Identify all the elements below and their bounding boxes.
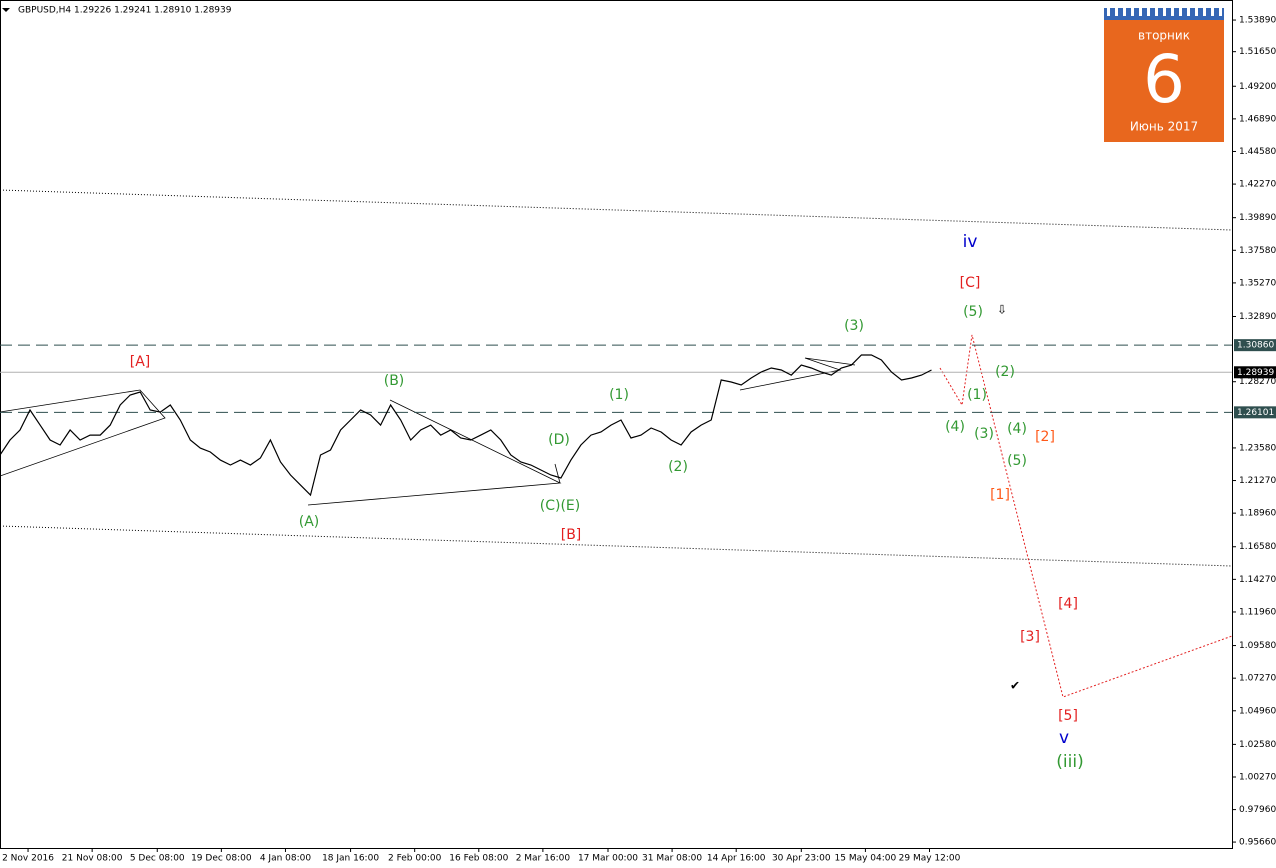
calendar-ring — [1195, 6, 1198, 16]
y-tick-label: 1.18960 — [1239, 509, 1276, 519]
wave-label: (1) — [967, 387, 987, 403]
price-level-label: 1.28939 — [1237, 368, 1274, 378]
wave-label: (4) — [945, 419, 965, 435]
wave-label: (A) — [299, 514, 320, 530]
calendar-weekday: вторник — [1138, 29, 1190, 43]
wave-label: [3] — [1020, 629, 1040, 645]
x-tick-label: 2 Nov 2016 — [2, 854, 54, 864]
price-line — [0, 354, 932, 497]
y-tick-label: 1.21270 — [1239, 476, 1276, 486]
y-tick-label: 0.95660 — [1239, 838, 1276, 848]
calendar-ring — [1179, 6, 1182, 16]
y-tick-label: 1.09580 — [1239, 641, 1276, 651]
calendar-ring — [1115, 6, 1118, 16]
y-tick-label: 1.44580 — [1239, 147, 1276, 157]
y-tick-label: 1.07270 — [1239, 674, 1276, 684]
y-tick-label: 1.35270 — [1239, 278, 1276, 288]
y-tick-label: 1.46890 — [1239, 114, 1276, 124]
calendar-ring — [1203, 6, 1206, 16]
y-tick-label: 1.53890 — [1239, 16, 1276, 26]
calendar-ring — [1163, 6, 1166, 16]
wave-label: [2] — [1035, 429, 1055, 445]
price-level-label: 1.26101 — [1237, 408, 1274, 418]
calendar-ring — [1211, 6, 1214, 16]
wave-label: (1) — [609, 387, 629, 403]
calendar-day: 6 — [1143, 41, 1185, 118]
x-tick-label: 2 Feb 00:00 — [388, 854, 442, 864]
wave-label: (iii) — [1056, 752, 1083, 772]
wave-label: (2) — [995, 364, 1015, 380]
y-tick-label: 1.04960 — [1239, 706, 1276, 716]
y-tick-label: 1.00270 — [1239, 772, 1276, 782]
price-level-box — [1234, 406, 1276, 419]
projection — [939, 334, 1233, 698]
y-tick-label: 1.51650 — [1239, 47, 1276, 57]
wave-label: v — [1059, 728, 1069, 748]
x-tick-label: 16 Feb 08:00 — [449, 854, 508, 864]
wave-label: (3) — [844, 318, 864, 334]
y-tick-label: 0.97960 — [1239, 805, 1276, 815]
wave-label: (D) — [548, 432, 570, 448]
calendar-ring — [1219, 6, 1222, 16]
wave-label: iv — [963, 232, 978, 252]
wave-label: (5) — [963, 304, 983, 320]
wave-label: (3) — [974, 426, 994, 442]
wave-label: (C)(E) — [540, 498, 580, 514]
price-level-box — [1234, 339, 1276, 352]
x-tick-label: 30 Apr 23:00 — [772, 854, 831, 864]
calendar-ring — [1139, 6, 1142, 16]
wave-label: (B) — [384, 373, 405, 389]
x-tick-label: 21 Nov 08:00 — [62, 854, 123, 864]
x-tick-label: 29 May 12:00 — [899, 854, 961, 864]
x-tick-label: 4 Jan 08:00 — [260, 854, 312, 864]
calendar-ring — [1155, 6, 1158, 16]
x-tick-label: 15 May 04:00 — [835, 854, 897, 864]
wave-label: (5) — [1007, 453, 1027, 469]
wave-label: [A] — [130, 354, 151, 370]
calendar-ring — [1147, 6, 1150, 16]
wave-label: [4] — [1058, 596, 1078, 612]
y-tick-label: 1.23580 — [1239, 443, 1276, 453]
price-level-label: 1.30860 — [1237, 341, 1274, 351]
y-tick-label: 1.32890 — [1239, 312, 1276, 322]
y-tick-label: 1.37580 — [1239, 246, 1276, 256]
trend-lines — [0, 357, 856, 506]
plot-frame — [0, 0, 1233, 849]
y-tick-label: 1.28270 — [1239, 377, 1276, 387]
y-tick-label: 1.02580 — [1239, 740, 1276, 750]
y-tick-label: 1.11960 — [1239, 607, 1276, 617]
x-tick-label: 5 Dec 08:00 — [130, 854, 185, 864]
x-tick-label: 31 Mar 08:00 — [642, 854, 702, 864]
wave-label: [C] — [960, 275, 981, 291]
calendar-ring — [1107, 6, 1110, 16]
calendar-ring — [1131, 6, 1134, 16]
y-tick-label: 1.49200 — [1239, 82, 1276, 92]
calendar-ring — [1123, 6, 1126, 16]
y-tick-label: 1.39890 — [1239, 213, 1276, 223]
x-tick-label: 17 Mar 00:00 — [578, 854, 638, 864]
menu-arrow — [2, 8, 10, 12]
price-level-box — [1234, 366, 1276, 379]
x-tick-label: 19 Dec 08:00 — [191, 854, 252, 864]
arrow-icon: ⇩ — [997, 303, 1007, 317]
wave-label: (4) — [1007, 421, 1027, 437]
calendar: вторник 6 Июнь 2017 — [1104, 8, 1224, 142]
calendar-ring — [1187, 6, 1190, 16]
y-tick-label: 1.14270 — [1239, 575, 1276, 585]
y-tick-label: 1.42270 — [1239, 180, 1276, 190]
check-icon: ✔ — [1010, 679, 1020, 693]
wave-label: [1] — [990, 487, 1010, 503]
wave-label: [5] — [1058, 708, 1078, 724]
x-tick-label: 14 Apr 16:00 — [707, 854, 766, 864]
wave-label: [B] — [561, 527, 582, 543]
calendar-ring — [1171, 6, 1174, 16]
y-tick-label: 1.16580 — [1239, 542, 1276, 552]
x-tick-label: 18 Jan 16:00 — [322, 854, 379, 864]
chart-title: GBPUSD,H4 1.29226 1.29241 1.28910 1.2893… — [18, 6, 232, 16]
x-tick-label: 2 Mar 16:00 — [516, 854, 571, 864]
wave-label: (2) — [668, 459, 688, 475]
calendar-month: Июнь 2017 — [1130, 120, 1198, 134]
